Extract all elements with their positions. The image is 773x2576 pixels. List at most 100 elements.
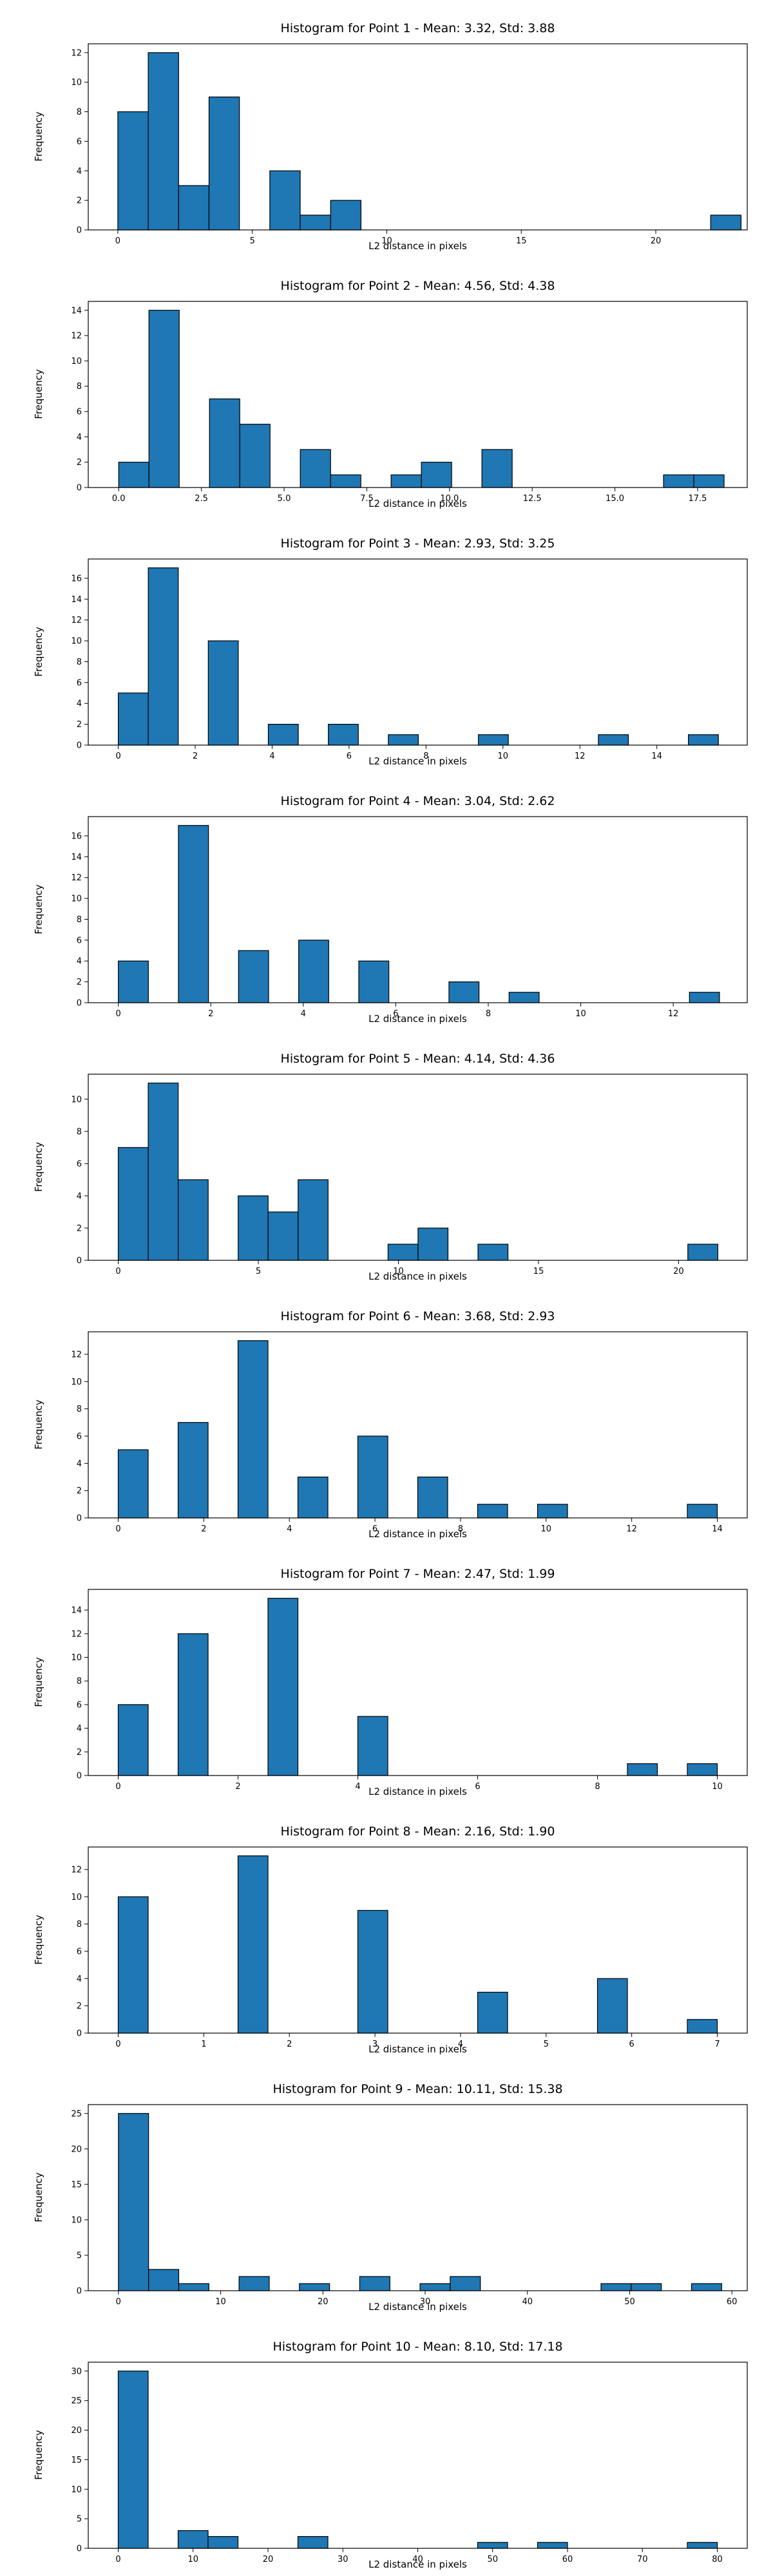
y-tick-label: 14 bbox=[71, 1606, 82, 1616]
y-tick-label: 8 bbox=[77, 1127, 82, 1137]
histogram-panel-5: Histogram for Point 5 - Mean: 4.14, Std:… bbox=[0, 1030, 773, 1288]
x-axis-label: L2 distance in pixels bbox=[368, 1013, 467, 1025]
y-tick-label: 4 bbox=[77, 433, 82, 442]
histogram-bar bbox=[117, 1896, 149, 2034]
y-tick-label: 8 bbox=[77, 1920, 82, 1929]
axes-frame bbox=[88, 301, 748, 488]
y-axis-label: Frequency bbox=[33, 1142, 44, 1192]
x-tick-label: 6 bbox=[347, 752, 352, 761]
x-tick-label: 10 bbox=[575, 1009, 586, 1019]
y-tick-label: 0 bbox=[77, 999, 82, 1009]
x-tick-label: 2 bbox=[287, 2040, 292, 2049]
y-tick-label: 2 bbox=[77, 196, 82, 206]
x-tick-label: 8 bbox=[595, 1782, 600, 1792]
y-tick-label: 6 bbox=[77, 678, 82, 688]
y-axis-label: Frequency bbox=[33, 2172, 44, 2222]
histogram-bar bbox=[477, 1504, 508, 1519]
x-axis-label: L2 distance in pixels bbox=[368, 240, 467, 252]
y-tick-label: 12 bbox=[71, 616, 82, 625]
histogram-bar bbox=[687, 1763, 718, 1776]
chart-title: Histogram for Point 10 - Mean: 8.10, Std… bbox=[272, 2340, 563, 2354]
chart-title: Histogram for Point 6 - Mean: 3.68, Std:… bbox=[280, 1309, 555, 1323]
y-tick-label: 6 bbox=[77, 1700, 82, 1710]
histogram-bar bbox=[237, 1855, 269, 2034]
y-tick-label: 0 bbox=[77, 1256, 82, 1266]
x-tick-label: 0 bbox=[115, 2040, 120, 2049]
x-tick-label: 15 bbox=[516, 236, 527, 246]
x-tick-label: 7 bbox=[714, 2040, 720, 2049]
x-tick-label: 10 bbox=[215, 2297, 226, 2307]
y-axis-label: Frequency bbox=[33, 627, 44, 677]
y-tick-label: 2 bbox=[77, 720, 82, 730]
histogram-bar bbox=[330, 474, 361, 488]
histogram-bar bbox=[481, 449, 513, 488]
histogram-bar bbox=[687, 1244, 718, 1261]
histogram-bar bbox=[537, 2542, 568, 2549]
histogram-bar bbox=[689, 992, 720, 1003]
histogram-bar bbox=[148, 1083, 179, 1261]
histogram-bar bbox=[238, 2276, 270, 2291]
x-tick-label: 17.5 bbox=[688, 494, 707, 504]
histogram-bar bbox=[387, 1244, 419, 1261]
plot-area: 0 5 10 15 20 0 2 4 6 8 10 bbox=[71, 1074, 748, 1276]
x-tick-label: 6 bbox=[393, 1009, 398, 1019]
y-tick-label: 10 bbox=[71, 1653, 82, 1663]
histogram-bar bbox=[328, 724, 359, 746]
y-tick-label: 8 bbox=[77, 382, 82, 392]
y-tick-label: 12 bbox=[71, 1865, 82, 1875]
histogram-bar bbox=[267, 1598, 299, 1776]
y-tick-label: 0 bbox=[77, 484, 82, 493]
y-tick-label: 16 bbox=[71, 574, 82, 583]
y-tick-label: 10 bbox=[71, 1893, 82, 1902]
histogram-bar bbox=[207, 640, 239, 746]
y-tick-label: 10 bbox=[71, 78, 82, 88]
x-tick-label: 6 bbox=[475, 1782, 480, 1792]
x-tick-label: 8 bbox=[486, 1009, 491, 1019]
x-tick-label: 40 bbox=[522, 2297, 533, 2307]
y-tick-label: 6 bbox=[77, 1432, 82, 1441]
y-axis-label: Frequency bbox=[33, 1657, 44, 1707]
axes-frame bbox=[88, 2362, 748, 2549]
y-axis-label: Frequency bbox=[33, 884, 44, 934]
x-tick-label: 4 bbox=[301, 1009, 306, 1019]
histogram-bar bbox=[178, 185, 210, 231]
y-tick-label: 8 bbox=[77, 1677, 82, 1687]
y-tick-label: 12 bbox=[71, 1350, 82, 1359]
y-tick-label: 6 bbox=[77, 408, 82, 417]
chart-title: Histogram for Point 7 - Mean: 2.47, Std:… bbox=[280, 1567, 555, 1581]
histogram-bar bbox=[118, 960, 149, 1003]
y-tick-label: 0 bbox=[77, 2287, 82, 2297]
y-axis-label: Frequency bbox=[33, 1915, 44, 1965]
histogram-bar bbox=[177, 1633, 209, 1776]
x-tick-label: 1 bbox=[201, 2040, 206, 2049]
chart-title: Histogram for Point 9 - Mean: 10.11, Std… bbox=[272, 2082, 563, 2096]
y-tick-label: 30 bbox=[71, 2367, 82, 2376]
x-tick-label: 10 bbox=[187, 2555, 198, 2564]
chart-title: Histogram for Point 5 - Mean: 4.14, Std:… bbox=[280, 1052, 555, 1066]
x-tick-label: 4 bbox=[355, 1782, 360, 1792]
y-tick-label: 2 bbox=[77, 978, 82, 987]
y-tick-label: 2 bbox=[77, 458, 82, 468]
histogram-bar bbox=[300, 449, 331, 488]
y-axis-label: Frequency bbox=[33, 2430, 44, 2480]
x-tick-label: 4 bbox=[458, 2040, 463, 2049]
histogram-panel-6: Histogram for Point 6 - Mean: 3.68, Std:… bbox=[0, 1288, 773, 1546]
histogram-bar bbox=[209, 398, 240, 488]
histogram-bar bbox=[299, 2283, 330, 2291]
histogram-bar bbox=[537, 1504, 568, 1519]
x-tick-label: 40 bbox=[412, 2555, 423, 2564]
y-tick-label: 12 bbox=[71, 332, 82, 341]
x-tick-label: 15.0 bbox=[606, 494, 624, 504]
y-tick-label: 20 bbox=[71, 2145, 82, 2154]
histogram-bar bbox=[448, 981, 480, 1003]
histogram-bar bbox=[627, 1763, 658, 1776]
x-tick-label: 70 bbox=[637, 2555, 648, 2564]
histogram-bar bbox=[148, 52, 179, 231]
plot-area: 0 5 10 15 20 0 2 4 6 8 10 12 bbox=[71, 43, 748, 246]
x-axis-label: L2 distance in pixels bbox=[368, 498, 467, 509]
plot-area: 0 10 20 30 40 50 60 70 80 0 5 10 15 20 25 30 bbox=[71, 2362, 748, 2564]
x-tick-label: 2 bbox=[193, 752, 198, 761]
histogram-bar bbox=[269, 170, 301, 231]
y-tick-label: 10 bbox=[71, 357, 82, 366]
y-tick-label: 2 bbox=[77, 2002, 82, 2011]
